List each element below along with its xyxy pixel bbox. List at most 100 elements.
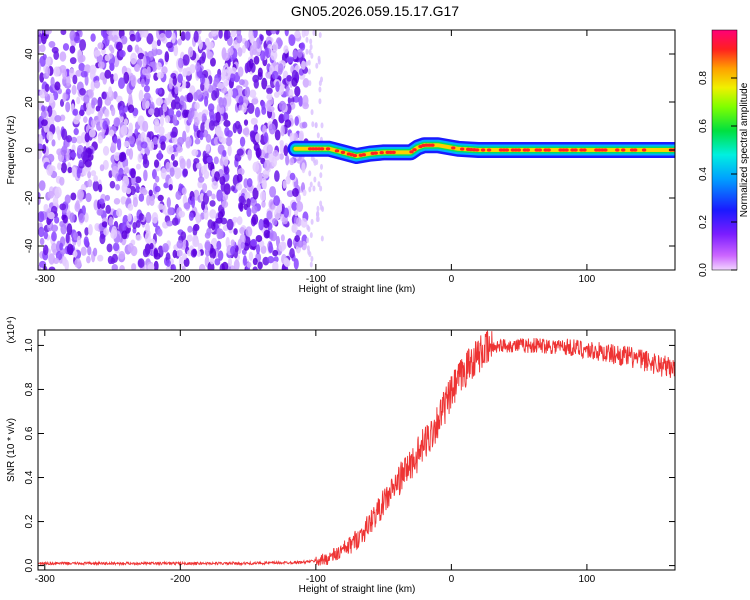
noise-point [92, 247, 98, 257]
noise-point [135, 234, 142, 241]
noise-point [238, 195, 245, 204]
noise-point [128, 135, 136, 145]
noise-point [149, 242, 154, 250]
noise-point [283, 207, 289, 218]
noise-point [268, 123, 276, 135]
noise-point [115, 184, 121, 191]
noise-point [121, 221, 127, 232]
noise-point [51, 139, 56, 147]
noise-point [278, 63, 284, 73]
noise-point [62, 43, 70, 51]
noise-point [291, 201, 298, 211]
noise-point [153, 260, 159, 270]
noise-point [166, 220, 174, 227]
noise-point [261, 200, 266, 208]
noise-point [144, 231, 151, 244]
noise-point [108, 44, 114, 51]
noise-point [206, 190, 213, 197]
noise-point [181, 265, 186, 270]
noise-point [272, 218, 278, 226]
noise-point [288, 34, 296, 47]
noise-point [112, 242, 120, 252]
y-tick-label: 0.6 [24, 426, 35, 440]
noise-point [176, 145, 183, 153]
noise-point [298, 95, 303, 107]
noise-point [309, 38, 313, 45]
noise-point [239, 136, 246, 147]
noise-point [38, 191, 41, 199]
noise-point [236, 216, 243, 226]
ridge-point [621, 148, 626, 152]
noise-point [308, 251, 312, 258]
noise-point [129, 33, 136, 42]
noise-point [108, 86, 113, 98]
noise-point [246, 207, 252, 218]
noise-point [168, 77, 174, 90]
noise-point [266, 210, 273, 220]
noise-point [87, 170, 92, 179]
noise-point [41, 119, 48, 127]
noise-point [183, 257, 190, 267]
noise-point [111, 264, 118, 270]
noise-point [294, 86, 301, 97]
y-tick-label: 0 [24, 147, 35, 153]
noise-point [236, 30, 242, 37]
noise-point [157, 228, 163, 237]
noise-point [76, 235, 82, 247]
noise-point [270, 30, 277, 35]
noise-point [253, 55, 260, 65]
noise-point [187, 112, 193, 124]
noise-point [202, 183, 208, 193]
noise-point [164, 51, 170, 63]
noise-point [94, 222, 101, 232]
noise-point [244, 62, 249, 74]
noise-point [227, 257, 233, 267]
noise-point [50, 76, 55, 88]
noise-point [65, 135, 72, 143]
noise-point [60, 146, 68, 157]
noise-point [314, 122, 318, 129]
noise-point [180, 231, 187, 241]
noise-point [87, 179, 93, 188]
noise-point [241, 102, 247, 114]
noise-point [142, 120, 149, 132]
noise-point [113, 198, 121, 205]
noise-point [227, 88, 234, 98]
noise-point [81, 205, 86, 216]
noise-point [252, 161, 260, 173]
noise-point [274, 208, 281, 220]
noise-point [269, 229, 274, 241]
noise-point [113, 117, 121, 127]
noise-point [261, 177, 267, 189]
noise-point [283, 45, 289, 54]
x-tick-label: -200 [170, 274, 190, 285]
noise-point [301, 60, 306, 70]
noise-point [57, 162, 62, 171]
noise-point [48, 266, 56, 270]
noise-point [64, 259, 69, 270]
noise-point [221, 200, 229, 208]
noise-point [78, 213, 85, 224]
noise-point [316, 132, 320, 139]
noise-point [283, 259, 291, 268]
noise-point [187, 225, 193, 233]
noise-point [98, 198, 105, 205]
ridge-point [486, 148, 492, 152]
noise-point [175, 110, 182, 118]
y-tick-label: 1.0 [24, 338, 35, 352]
noise-point [258, 218, 264, 231]
noise-point [86, 255, 91, 264]
noise-point [233, 228, 238, 235]
noise-point [185, 136, 192, 147]
noise-point [53, 66, 61, 77]
noise-point [217, 228, 224, 240]
noise-point [46, 164, 54, 176]
noise-point [100, 30, 107, 38]
noise-point [280, 234, 285, 242]
noise-point [142, 158, 150, 169]
noise-point [249, 130, 256, 138]
noise-point [305, 36, 309, 43]
noise-point [70, 192, 77, 201]
noise-point [292, 95, 300, 103]
